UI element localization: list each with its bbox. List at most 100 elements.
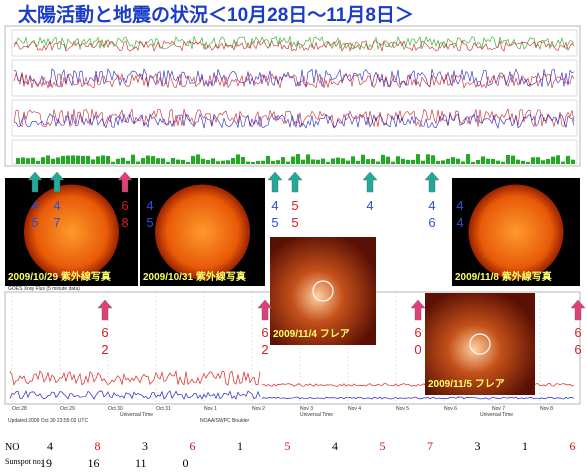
count: 5 [31, 215, 38, 230]
kp-bar [316, 159, 320, 164]
kp-bar [191, 155, 195, 164]
cell: 11 [135, 456, 147, 470]
cell: 16 [88, 456, 100, 470]
count: 6 [574, 325, 581, 340]
count: 4 [271, 198, 278, 213]
arrow [287, 171, 303, 193]
kp-bar [81, 155, 85, 164]
count: 7 [53, 215, 60, 230]
date-label: Oct 29 [60, 406, 75, 412]
kp-bar [26, 158, 30, 164]
caption: 2009/11/4 フレア [273, 328, 350, 340]
kp-bar [441, 160, 445, 164]
kp-bar [321, 158, 325, 164]
arrow [117, 171, 133, 193]
trace [13, 72, 575, 90]
kp-bar [201, 158, 205, 164]
kp-bar [526, 161, 530, 164]
kp-bar [311, 159, 315, 164]
kp-bar [571, 159, 575, 164]
kp-bar [346, 160, 350, 164]
kp-bar [371, 158, 375, 164]
count: 6 [261, 325, 268, 340]
kp-bar [466, 154, 470, 164]
kp-bar [71, 155, 75, 164]
arrow [570, 299, 586, 321]
kp-bar [136, 161, 140, 164]
kp-bar [36, 161, 40, 164]
kp-bar [221, 160, 225, 164]
date-label: Oct 28 [12, 406, 27, 412]
axis-label: Universal Time [300, 412, 333, 418]
kp-bar [56, 157, 60, 164]
caption: 2009/11/8 紫外線写真 [455, 270, 552, 283]
kp-bar [546, 158, 550, 164]
count: 6 [121, 198, 128, 213]
cell: 4 [332, 439, 338, 453]
kp-bar [296, 154, 300, 164]
noaa: NOAA/SWPC Boulder [200, 418, 250, 424]
count: 4 [53, 198, 60, 213]
trace [13, 113, 575, 129]
occulter [312, 280, 334, 302]
arrow [49, 171, 65, 193]
arrow [362, 171, 378, 193]
arrow [424, 171, 440, 193]
count: 2 [101, 342, 108, 357]
kp-bar [551, 156, 555, 164]
cell: 6 [190, 439, 196, 453]
kp-bar [386, 156, 390, 164]
kp-bar [341, 158, 345, 164]
date-label: Nov 1 [204, 406, 217, 412]
kp-bar [21, 157, 25, 164]
kp-bar [471, 161, 475, 164]
count: 6 [574, 342, 581, 357]
kp-bar [161, 158, 165, 164]
date-label: Oct 31 [156, 406, 171, 412]
arrow [97, 299, 113, 321]
kp-bar [96, 156, 100, 164]
kp-bar [246, 161, 250, 164]
title: 太陽活動と地震の状況＜10月28日～11月8日＞ [18, 3, 414, 26]
kp-bar [446, 158, 450, 164]
date-label: Nov 7 [492, 406, 505, 412]
kp-bar [46, 155, 50, 164]
updated: Updated 2009 Oct 30 23:55:02 UTC [8, 418, 88, 424]
kp-bar [131, 154, 135, 164]
caption: 2009/10/31 紫外線写真 [143, 270, 246, 283]
kp-bar [141, 158, 145, 164]
cell: 5 [380, 439, 386, 453]
kp-bar [411, 159, 415, 164]
cell: 8 [95, 439, 101, 453]
sun [468, 184, 564, 280]
cell: 19 [40, 456, 52, 470]
kp-bar [196, 154, 200, 164]
kp-bar [541, 160, 545, 164]
kp-bar [271, 160, 275, 164]
kp-bar [111, 161, 115, 164]
date-label: Nov 6 [444, 406, 457, 412]
count: 5 [271, 215, 278, 230]
count: 4 [428, 198, 435, 213]
arrow [267, 171, 283, 193]
kp-bar [241, 156, 245, 164]
kp-bar [391, 161, 395, 164]
kp-bar [226, 160, 230, 164]
kp-bar [166, 161, 170, 164]
kp-bar [236, 154, 240, 164]
kp-bar [426, 154, 430, 164]
kp-bar [126, 160, 130, 164]
kp-bar [516, 159, 520, 164]
kp-bar [306, 154, 310, 164]
kp-bar [506, 154, 510, 164]
kp-bar [276, 160, 280, 164]
row-label: NO [5, 442, 19, 453]
strip [11, 29, 578, 57]
kp-bar [496, 160, 500, 164]
trace [261, 396, 575, 400]
count: 4 [31, 198, 38, 213]
kp-bar [356, 161, 360, 164]
arrow [27, 171, 43, 193]
kp-bar [476, 159, 480, 164]
